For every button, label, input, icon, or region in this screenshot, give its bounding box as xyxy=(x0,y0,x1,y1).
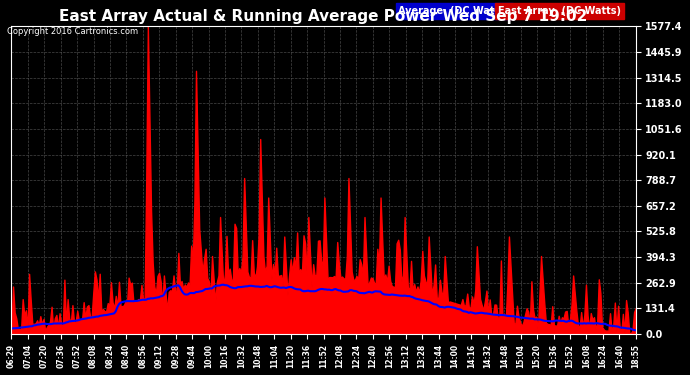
Text: Average  (DC Watts): Average (DC Watts) xyxy=(399,6,510,16)
Title: East Array Actual & Running Average Power Wed Sep 7 19:02: East Array Actual & Running Average Powe… xyxy=(59,9,588,24)
Text: Copyright 2016 Cartronics.com: Copyright 2016 Cartronics.com xyxy=(7,27,138,36)
Text: East Array  (DC Watts): East Array (DC Watts) xyxy=(498,6,622,16)
